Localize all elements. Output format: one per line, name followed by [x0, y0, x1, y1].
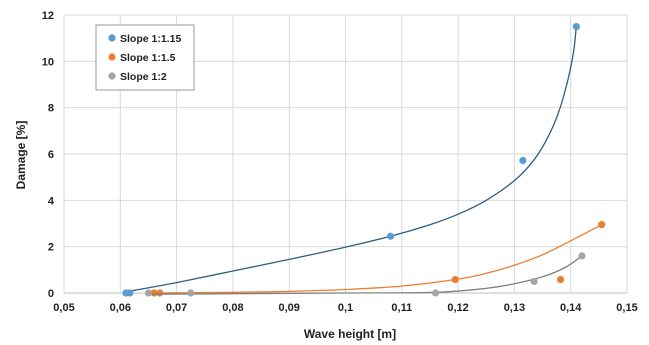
legend-label-3: Slope 1:2: [120, 71, 167, 83]
data-point-series-1-5: [572, 22, 580, 31]
x-tick-label: 0,05: [53, 302, 74, 314]
data-point-series-3-2: [187, 289, 195, 297]
x-tick-label: 0,11: [391, 302, 412, 314]
legend-label-1: Slope 1:1.15: [120, 33, 181, 45]
data-point-series-1-3: [386, 232, 395, 240]
x-tick-label: 0,06: [110, 302, 131, 314]
series-3: [144, 252, 586, 297]
series-1: [122, 22, 580, 297]
y-tick-label: 6: [48, 149, 54, 161]
x-tick-label: 0,12: [447, 302, 468, 314]
data-point-series-1-4: [519, 156, 527, 165]
data-point-series-3-5: [578, 252, 586, 260]
x-tick-label: 0,08: [222, 302, 243, 314]
y-tick-label: 4: [48, 195, 55, 207]
data-point-series-2-3: [451, 275, 459, 284]
x-axis-title: Wave height [m]: [304, 327, 396, 341]
data-point-series-1-2: [126, 289, 134, 297]
x-tick-label: 0,13: [504, 302, 525, 314]
data-point-series-3-3: [431, 289, 440, 297]
x-tick-label: 0,07: [166, 302, 187, 314]
data-point-series-2-4: [556, 275, 565, 284]
legend-marker-3: [108, 72, 116, 80]
data-point-series-2-5: [598, 221, 606, 229]
trendline-series-1: [125, 26, 577, 293]
series: [122, 22, 606, 297]
legend: Slope 1:1.15 Slope 1:1.5 Slope 1:2: [95, 24, 195, 91]
y-tick-label: 2: [48, 242, 54, 254]
y-tick-labels: 0 2 4 6 8 10 12: [42, 10, 55, 300]
x-tick-label: 0,09: [278, 302, 299, 314]
data-point-series-2-2: [156, 289, 164, 297]
y-tick-label: 12: [42, 10, 54, 22]
x-tick-label: 0,15: [616, 302, 637, 314]
legend-label-2: Slope 1:1.5: [120, 52, 176, 64]
trendline-series-3: [148, 255, 583, 295]
y-tick-label: 10: [42, 56, 54, 68]
y-axis-title: Damage [%]: [14, 121, 28, 190]
x-tick-label: 0,14: [560, 302, 582, 314]
data-point-series-3-1: [144, 289, 153, 297]
legend-marker-2: [108, 53, 116, 61]
x-tick-labels: 0,05 0,06 0,07 0,08 0,09 0,1 0,11 0,12 0,13 0,14 0…: [53, 302, 637, 314]
data-point-series-3-4: [530, 277, 538, 286]
legend-marker-1: [108, 34, 116, 42]
y-tick-label: 8: [48, 103, 54, 115]
y-tick-label: 0: [48, 288, 54, 300]
x-tick-label: 0,1: [338, 302, 353, 314]
